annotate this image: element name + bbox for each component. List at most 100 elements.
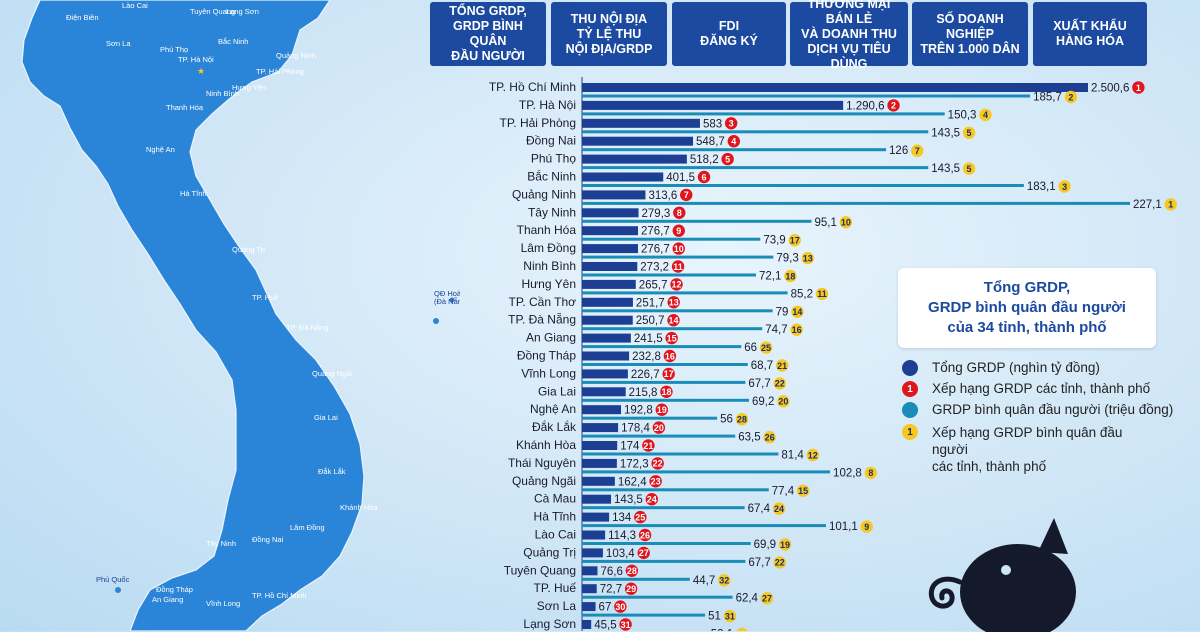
rank-grdp-badge-text: 23 (651, 477, 661, 487)
label-grdp: 279,3 (642, 208, 671, 220)
bar-grdp (582, 136, 694, 146)
bar-grdp (582, 548, 603, 558)
label-grdp: 250,7 (636, 315, 665, 327)
rank-grdp-badge (625, 564, 639, 577)
province-label: TP. Cần Thơ (509, 295, 577, 309)
tab-fdi[interactable]: FDI ĐĂNG KÝ (672, 2, 786, 66)
bar-per-capita (582, 434, 736, 438)
rank-per-capita-badge (860, 520, 873, 533)
province-label: An Giang (526, 331, 576, 345)
rank-per-capita-badge (759, 341, 773, 354)
map-label: Hà Tĩnh (180, 189, 207, 198)
label-per-capita: 150,3 (948, 109, 977, 121)
province-label: Phú Thọ (531, 152, 576, 166)
label-grdp: 172,3 (620, 458, 649, 470)
province-label: Lâm Đồng (521, 241, 576, 255)
tab-retail-trade[interactable]: THƯƠNG MẠI BÁN LẺ VÀ DOANH THU DỊCH VỤ T… (790, 0, 908, 71)
rank-per-capita-badge (801, 251, 814, 265)
rank-per-capita-badge (806, 448, 820, 462)
rank-per-capita-badge (772, 502, 786, 515)
rank-grdp-badge (721, 152, 734, 166)
label-grdp: 174 (620, 441, 640, 453)
rank-grdp-badge-text: 6 (702, 172, 707, 182)
bar-grdp (582, 83, 1088, 92)
label-per-capita: 81,4 (781, 450, 804, 462)
bar-per-capita (582, 148, 887, 152)
rank-grdp-badge-text: 18 (661, 387, 671, 397)
rank-grdp-badge-text: 31 (621, 620, 631, 630)
bar-per-capita (582, 166, 929, 170)
rank-grdp-badge (670, 278, 683, 291)
tab-exports[interactable]: XUẤT KHẨU HÀNG HÓA (1033, 2, 1147, 66)
rank-per-capita-badge-text: 8 (868, 468, 873, 478)
map-label: Phú Quốc (96, 575, 130, 584)
rank-per-capita-badge-text: 19 (780, 540, 790, 550)
bar-per-capita (582, 595, 733, 599)
label-grdp: 67 (599, 602, 612, 614)
bar-per-capita (582, 416, 718, 420)
rank-grdp-badge (619, 618, 632, 631)
bar-grdp (582, 566, 598, 576)
bar-grdp (582, 441, 618, 450)
rank-grdp-badge-text: 5 (725, 154, 730, 164)
label-per-capita: 79,3 (776, 253, 798, 265)
rank-grdp-badge (727, 135, 741, 148)
bar-per-capita (582, 327, 763, 331)
province-label: Quảng Trị (523, 545, 576, 559)
map-label: Bắc Ninh (218, 37, 248, 46)
rank-per-capita-badge-text: 21 (777, 361, 787, 371)
label-per-capita: 62,4 (736, 593, 759, 605)
rank-grdp-badge-text: 15 (667, 333, 677, 343)
label-per-capita: 185,7 (1033, 92, 1062, 104)
label-per-capita: 85,2 (791, 288, 813, 300)
navy-circle-icon (902, 360, 918, 376)
rank-grdp-badge-text: 14 (669, 316, 679, 326)
province-label: Vĩnh Long (521, 366, 576, 380)
rank-grdp-badge (672, 224, 685, 237)
bar-grdp (582, 387, 626, 397)
rank-per-capita-badge-text: 5 (967, 164, 972, 174)
tab-enterprises[interactable]: SỐ DOANH NGHIỆP TRÊN 1.000 DÂN (912, 2, 1028, 66)
label-grdp: 273,2 (640, 262, 669, 274)
map-label: TP. Huế (252, 293, 279, 302)
label-grdp: 1.290,6 (846, 100, 884, 112)
rank-grdp-badge (672, 242, 685, 255)
rank-per-capita-badge (815, 287, 829, 301)
label-grdp: 518,2 (690, 154, 719, 166)
bar-grdp (582, 458, 617, 468)
capital-star-icon: ★ (197, 66, 205, 76)
rank-grdp-badge-text: 26 (640, 530, 650, 540)
bar-grdp (582, 584, 597, 594)
label-grdp: 241,5 (634, 333, 663, 345)
rank-per-capita-badge-text: 9 (864, 522, 869, 532)
bar-grdp (582, 423, 619, 433)
rank-per-capita-badge (763, 430, 776, 444)
rank-per-capita-badge (778, 538, 792, 551)
rank-per-capita-badge (784, 269, 797, 283)
tab-grdp[interactable]: TỔNG GRDP, GRDP BÌNH QUÂN ĐẦU NGƯỜI (430, 2, 546, 66)
map-label: Nghệ An (146, 145, 175, 154)
map-label: Tây Ninh (206, 539, 236, 548)
rank-grdp-badge (673, 206, 686, 219)
rank-grdp-badge (665, 331, 678, 345)
map-label: Sơn La (106, 39, 131, 48)
map-label: Tuyên Quang (190, 7, 235, 16)
label-grdp: 114,3 (608, 530, 636, 542)
rank-grdp-badge-text: 2 (891, 101, 896, 111)
rank-per-capita-badge (911, 144, 924, 157)
label-grdp: 276,7 (641, 244, 670, 256)
rank-per-capita-badge-text: 22 (775, 379, 785, 389)
rank-grdp-badge-text: 9 (676, 226, 681, 236)
bar-grdp (582, 494, 612, 504)
rank-grdp-badge-text: 12 (672, 280, 682, 290)
province-label: Hưng Yên (521, 277, 576, 291)
label-grdp: 265,7 (639, 279, 668, 291)
rank-per-capita-badge (1164, 198, 1177, 211)
island (449, 297, 455, 303)
map-label: Vĩnh Long (206, 599, 240, 608)
label-per-capita: 101,1 (829, 521, 858, 533)
tab-domestic-revenue[interactable]: THU NỘI ĐỊA TỶ LỆ THU NỘI ĐỊA/GRDP (551, 2, 667, 66)
bar-per-capita (582, 577, 690, 581)
bar-grdp (582, 118, 700, 128)
